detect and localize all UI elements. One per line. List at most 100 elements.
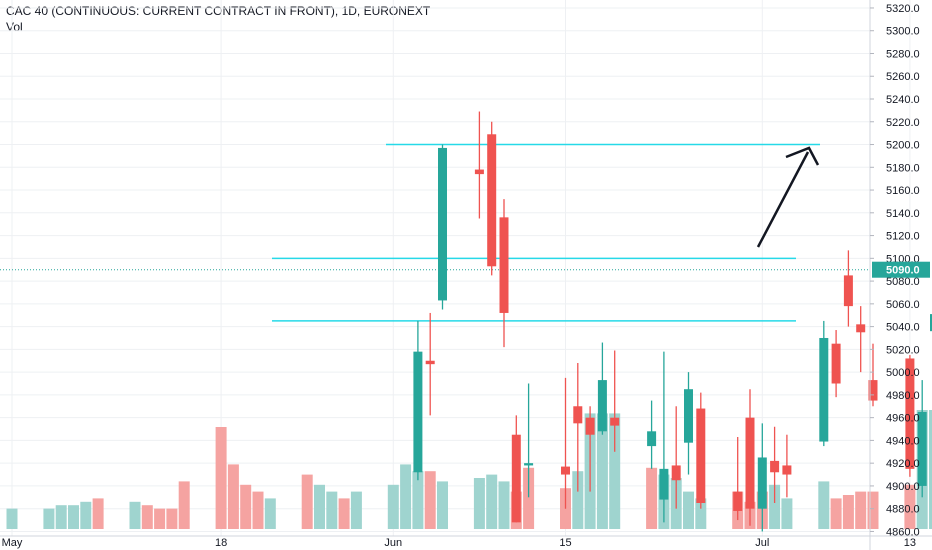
volume-bar [818, 481, 830, 529]
y-tick-label: 4940.0 [886, 435, 920, 447]
y-tick-label: 5280.0 [886, 48, 920, 60]
price-tag-label: 5090.0 [886, 265, 920, 277]
volume-bar [486, 474, 498, 529]
volume-bar [683, 491, 694, 529]
volume-bar [781, 498, 793, 529]
price-tag-bg [872, 261, 930, 278]
y-tick-label: 5260.0 [886, 71, 920, 83]
volume-bar [166, 508, 178, 529]
volume-bar [929, 410, 932, 529]
candle-body [831, 343, 841, 384]
support-resistance-lines [0, 143, 870, 322]
volume-bar [227, 464, 239, 529]
volume-bar [178, 481, 190, 529]
volume-bar [387, 484, 399, 529]
y-tick-label: 4860.0 [886, 526, 920, 538]
current-price-tag: 5090.0 [872, 261, 930, 278]
volume-bar [498, 481, 510, 529]
y-tick-label: 4960.0 [886, 413, 920, 425]
volume-bar [867, 491, 879, 529]
candle-body [425, 360, 435, 365]
candle-body [856, 324, 866, 333]
x-tick-label: May [2, 537, 23, 549]
volume-bar [301, 474, 313, 529]
x-tick-label: 18 [215, 537, 227, 549]
volume-bar [6, 508, 18, 529]
volume-bar [572, 471, 584, 529]
candle-body [671, 465, 681, 481]
candle-body [610, 417, 620, 426]
volume-bar [154, 508, 166, 529]
volume-bar [473, 478, 485, 529]
y-tick-label: 5180.0 [886, 162, 920, 174]
y-tick-label: 5320.0 [886, 3, 920, 15]
volume-bar [129, 501, 141, 529]
price-axis[interactable]: 5320.0 5300.0 5280.0 5260.0 5240.0 5220.0 5200… [870, 3, 920, 538]
x-tick-label: 13 [904, 537, 916, 549]
volume-bar [338, 498, 350, 529]
candle-body [868, 380, 878, 401]
candle-body [487, 134, 497, 267]
volume-bar [68, 505, 79, 529]
y-tick-label: 4980.0 [886, 390, 920, 402]
y-tick-label: 5160.0 [886, 185, 920, 197]
candle-body [770, 460, 780, 473]
grid-lines [0, 0, 911, 536]
candle-body [474, 169, 484, 175]
candle-body [585, 417, 595, 435]
y-tick-label: 5080.0 [886, 276, 920, 288]
candle-body [438, 147, 447, 301]
candle-body [917, 411, 927, 486]
volume-bar [596, 413, 608, 529]
y-tick-label: 5000.0 [886, 367, 920, 379]
time-axis[interactable]: May18Jun15Jul1322Au [2, 537, 932, 549]
candle-body [782, 465, 792, 475]
y-tick-label: 5200.0 [886, 140, 920, 152]
arrow-head [785, 146, 820, 166]
candle-body [930, 314, 932, 332]
x-tick-label: 15 [559, 537, 571, 549]
candle-body [819, 337, 829, 442]
volume-bar [314, 484, 325, 529]
y-tick-label: 4880.0 [886, 504, 920, 516]
y-tick-label: 4900.0 [886, 481, 920, 493]
candle-body [659, 468, 669, 500]
candle-body [597, 380, 607, 432]
volume-bar [437, 481, 448, 529]
volume-bar [92, 498, 104, 529]
y-tick-label: 5220.0 [886, 117, 920, 129]
candle-body [524, 463, 534, 466]
y-tick-label: 5240.0 [886, 94, 920, 106]
volume-bar [326, 491, 338, 529]
candle-body [696, 408, 706, 503]
volume-bar [855, 491, 867, 529]
volume-bar [350, 491, 362, 529]
candle-body [647, 431, 657, 447]
candle-body [499, 217, 509, 313]
volume-bar [43, 508, 55, 529]
y-tick-label: 5040.0 [886, 322, 920, 334]
candle-body [843, 275, 853, 307]
trend-arrow [756, 146, 820, 248]
volume-bar [769, 484, 781, 529]
volume-bars [6, 410, 932, 529]
candle-body [684, 389, 693, 443]
volume-bar [252, 491, 264, 529]
volume-bar [523, 467, 535, 529]
y-tick-label: 4920.0 [886, 458, 920, 470]
candle-body [413, 351, 423, 473]
volume-bar [842, 495, 854, 529]
volume-bar [80, 501, 92, 529]
volume-bar [240, 484, 252, 529]
y-tick-label: 5060.0 [886, 299, 920, 311]
candle-body [745, 417, 755, 509]
volume-bar [264, 498, 276, 529]
volume-bar [609, 413, 621, 529]
volume-bar [141, 505, 153, 529]
candle-body [511, 434, 521, 523]
volume-bar [215, 427, 227, 529]
candle-body [757, 457, 767, 509]
volume-bar [646, 467, 658, 529]
candle-body [573, 406, 583, 424]
